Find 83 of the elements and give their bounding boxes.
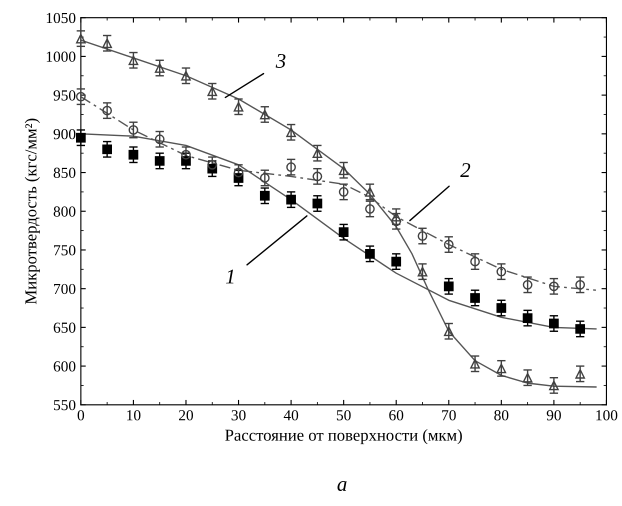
y-tick-label: 900	[54, 128, 76, 140]
y-tick-label: 600	[54, 361, 76, 372]
point	[128, 125, 138, 135]
y-tick-label: 800	[54, 206, 76, 217]
annotation: 2	[460, 163, 470, 177]
point	[444, 281, 454, 292]
point	[365, 187, 375, 197]
point	[522, 372, 532, 383]
y-tick-label: 850	[54, 168, 76, 178]
x-tick-label: 90	[546, 410, 561, 420]
point	[128, 150, 138, 160]
point	[312, 148, 322, 158]
point	[338, 165, 349, 176]
y-tick-label: 700	[54, 284, 76, 294]
point	[575, 368, 586, 379]
y-tick-label: 550	[54, 400, 76, 410]
point	[365, 204, 375, 214]
point	[575, 280, 586, 290]
point	[286, 194, 296, 205]
annotation: 1	[226, 270, 234, 284]
point	[260, 190, 270, 201]
point	[76, 34, 86, 44]
x-tick-label: 80	[494, 410, 508, 420]
point	[444, 326, 454, 336]
x-tick-label: 30	[232, 410, 246, 420]
x-tick-label: 20	[179, 410, 194, 420]
point	[470, 358, 480, 369]
point	[181, 70, 191, 81]
point	[575, 324, 586, 334]
x-tick-label: 10	[127, 410, 140, 420]
point	[522, 313, 532, 323]
point	[549, 380, 559, 390]
y-tick-label: 1000	[46, 52, 76, 62]
x-tick-label: 40	[284, 410, 298, 420]
point	[522, 280, 532, 290]
point	[76, 92, 86, 102]
point	[260, 110, 270, 120]
point	[154, 63, 165, 73]
y-axis-title: Микротвердость (кгс/мм²)	[24, 118, 40, 304]
point	[102, 38, 112, 48]
point	[418, 231, 428, 241]
text: а	[338, 481, 347, 492]
point	[181, 150, 191, 160]
point	[76, 132, 86, 143]
point	[207, 160, 218, 170]
x-axis-title: Расстояние от поверхности (мкм)	[225, 429, 462, 444]
y-tick-label: 750	[54, 245, 76, 256]
point	[128, 55, 138, 66]
point	[207, 86, 218, 96]
point	[286, 127, 296, 138]
point	[260, 173, 270, 183]
x-tick-label: 50	[336, 410, 351, 420]
point	[444, 240, 454, 250]
point	[470, 256, 480, 266]
point	[154, 134, 165, 144]
annotation: 3	[276, 54, 286, 68]
point	[312, 198, 322, 208]
x-tick-label: 0	[78, 410, 84, 420]
y-tick-label: 1050	[46, 12, 76, 24]
y-tick-label: 650	[54, 322, 76, 333]
point	[391, 212, 402, 222]
x-tick-label: 70	[442, 410, 456, 420]
point	[418, 266, 428, 277]
point	[102, 106, 112, 116]
point	[234, 168, 244, 178]
point	[365, 248, 375, 259]
y-tick-label: 950	[54, 90, 76, 101]
point	[549, 281, 559, 292]
point	[496, 364, 506, 374]
x-tick-label: 60	[389, 410, 404, 420]
point	[154, 156, 165, 166]
x-tick-label: 100	[596, 410, 618, 420]
point	[286, 162, 296, 172]
point	[470, 293, 480, 303]
point	[338, 227, 349, 238]
point	[102, 144, 112, 154]
point	[391, 256, 402, 266]
point	[234, 102, 244, 112]
point	[338, 187, 349, 197]
point	[549, 318, 559, 328]
point	[496, 303, 506, 313]
point	[312, 172, 322, 182]
point	[496, 266, 506, 277]
